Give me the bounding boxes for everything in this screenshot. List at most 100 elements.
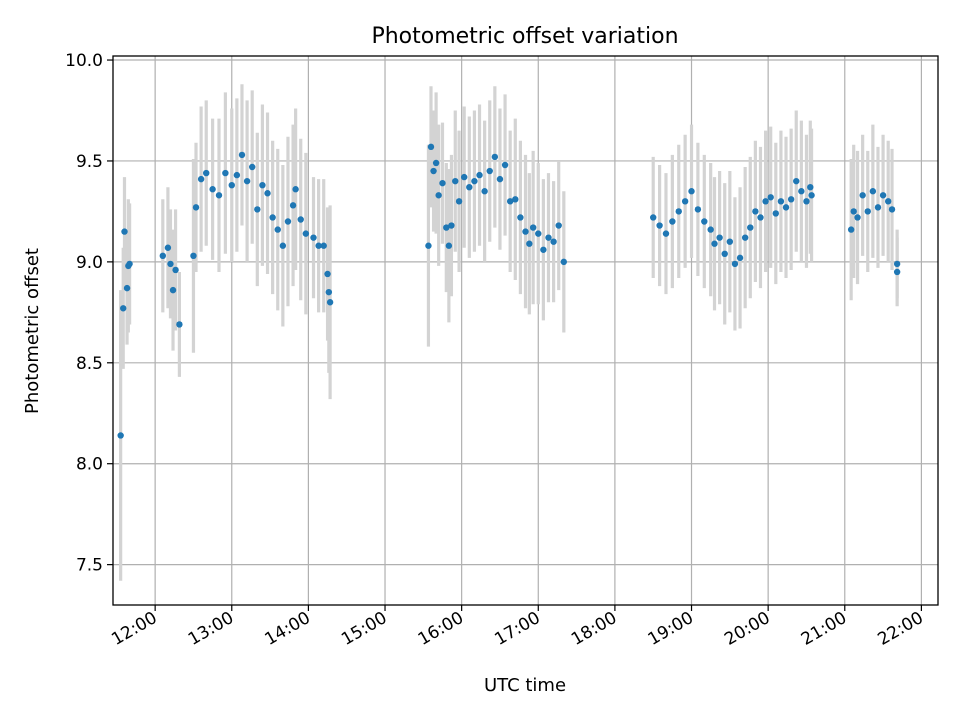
data-point <box>701 218 708 225</box>
data-point <box>432 159 440 167</box>
data-point <box>540 246 547 253</box>
data-point <box>448 222 455 229</box>
data-point <box>726 238 734 245</box>
data-point <box>445 242 453 249</box>
data-point <box>460 173 468 181</box>
data-point <box>164 244 172 251</box>
data-point <box>512 196 519 203</box>
data-point <box>793 177 800 185</box>
data-point <box>289 202 297 209</box>
data-point <box>269 214 276 221</box>
data-point <box>320 242 327 249</box>
data-point <box>874 204 882 211</box>
data-point <box>496 175 504 183</box>
data-point <box>302 230 310 237</box>
data-point <box>854 214 861 221</box>
chart-title: Photometric offset variation <box>371 24 678 49</box>
y-tick-label: 10.0 <box>65 51 103 71</box>
data-point <box>284 218 292 225</box>
x-tick-label: 15:00 <box>338 608 390 650</box>
data-point <box>808 192 815 199</box>
data-point <box>297 216 304 223</box>
data-point <box>476 171 483 179</box>
plot-frame <box>112 55 939 606</box>
y-axis-label: Photometric offset <box>22 248 43 414</box>
x-tick-label: 13:00 <box>185 608 237 650</box>
data-point <box>707 226 714 233</box>
data-point <box>222 169 229 177</box>
x-tick-label: 12:00 <box>108 608 160 650</box>
data-point <box>259 181 266 189</box>
data-point <box>264 190 271 197</box>
data-point <box>803 198 810 205</box>
data-point <box>731 260 739 268</box>
data-point <box>117 432 124 439</box>
x-tick-label: 20:00 <box>721 608 773 650</box>
data-point <box>888 206 896 213</box>
data-point <box>190 252 197 260</box>
data-point <box>121 228 128 235</box>
data-point <box>526 240 533 247</box>
data-point <box>517 214 524 221</box>
data-point <box>893 268 901 276</box>
data-point <box>274 226 281 233</box>
y-tick-label: 7.5 <box>76 556 103 576</box>
data-point <box>752 208 759 215</box>
data-point <box>243 177 251 185</box>
x-tick-label: 17:00 <box>491 608 543 650</box>
data-point <box>893 260 901 268</box>
data-point <box>736 254 744 262</box>
data-point <box>550 238 557 245</box>
data-point <box>249 163 256 171</box>
data-point <box>545 234 552 241</box>
data-point <box>233 171 241 179</box>
data-point <box>209 186 216 193</box>
data-point <box>315 242 322 249</box>
data-point <box>176 321 183 328</box>
data-point <box>215 192 223 199</box>
x-axis-label: UTC time <box>484 675 566 696</box>
data-point <box>522 228 529 235</box>
data-point <box>238 151 246 159</box>
data-point <box>767 194 774 201</box>
data-point <box>326 299 334 306</box>
error-bars <box>119 84 899 581</box>
data-point <box>688 188 695 195</box>
data-point <box>529 224 537 231</box>
data-point <box>466 183 473 191</box>
data-point <box>782 204 790 211</box>
data-point <box>430 167 437 175</box>
data-point <box>787 196 795 203</box>
data-point <box>864 208 871 215</box>
data-point <box>675 208 682 215</box>
data-point <box>798 188 805 195</box>
data-point <box>694 206 702 213</box>
data-point <box>747 224 754 231</box>
data-point <box>167 260 174 268</box>
data-point <box>681 198 689 205</box>
data-point <box>192 204 200 211</box>
data-point <box>711 240 718 247</box>
data-point <box>669 218 676 225</box>
data-point <box>254 206 261 213</box>
data-point <box>501 161 509 169</box>
x-tick-label: 16:00 <box>415 608 467 650</box>
data-point <box>310 234 317 241</box>
grid <box>113 56 938 605</box>
data-point <box>120 305 127 312</box>
data-point <box>172 266 179 274</box>
data-point <box>292 186 299 193</box>
data-point <box>455 198 463 205</box>
data-point <box>879 192 887 199</box>
data-point <box>439 179 446 187</box>
data-point <box>203 169 210 177</box>
data-point <box>772 210 780 217</box>
data-point <box>425 242 432 249</box>
data-point <box>435 192 442 199</box>
data-point <box>847 226 855 233</box>
x-tick-label: 21:00 <box>798 608 850 650</box>
data-point <box>324 270 331 278</box>
data-point <box>491 153 499 161</box>
data-point <box>452 177 459 185</box>
